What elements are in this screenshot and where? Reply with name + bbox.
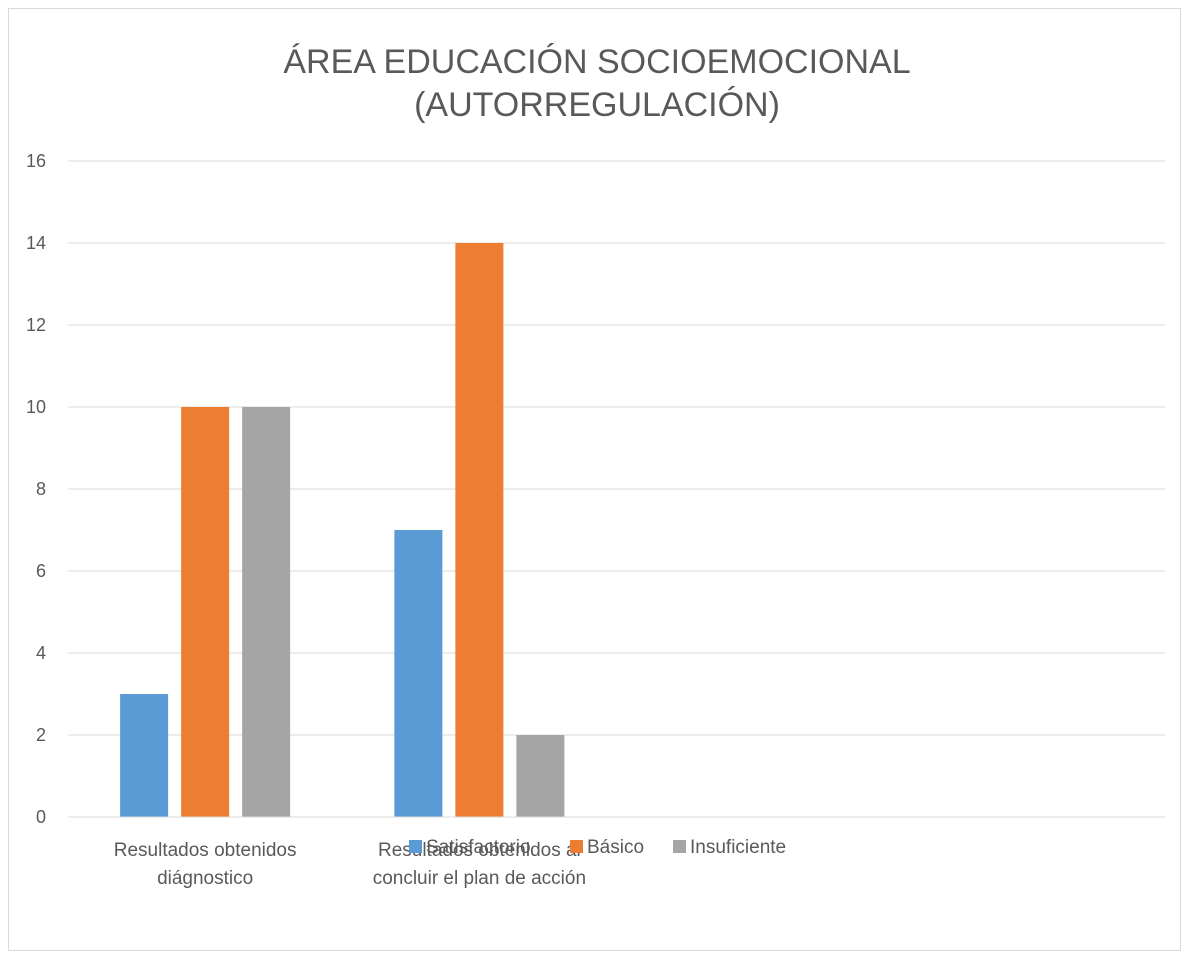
category-label: diágnostico bbox=[157, 868, 253, 889]
y-tick-label: 16 bbox=[26, 151, 46, 171]
y-tick-label: 6 bbox=[36, 561, 46, 581]
chart-title-line-1: ÁREA EDUCACIÓN SOCIOEMOCIONAL bbox=[283, 43, 910, 81]
legend-swatch-insuficiente bbox=[673, 840, 686, 853]
chart-title-line-2: (AUTORREGULACIÓN) bbox=[414, 86, 780, 124]
bar-insuficiente bbox=[242, 407, 291, 817]
legend-label: Satisfactorio bbox=[426, 837, 531, 858]
bar-básico bbox=[455, 243, 504, 817]
bars bbox=[120, 243, 565, 817]
y-tick-label: 10 bbox=[26, 397, 46, 417]
bar-satisfactorio bbox=[120, 694, 169, 817]
y-axis-ticks: 0 2 4 6 8 10 12 14 16 bbox=[26, 151, 46, 827]
legend: Satisfactorio Básico Insuficiente bbox=[409, 837, 786, 858]
category-label: Resultados obtenidos bbox=[114, 840, 297, 861]
category-label: concluir el plan de acción bbox=[373, 868, 586, 889]
bar-satisfactorio bbox=[394, 530, 443, 817]
y-tick-label: 12 bbox=[26, 315, 46, 335]
legend-label: Insuficiente bbox=[690, 837, 786, 858]
gridlines bbox=[68, 160, 1165, 736]
legend-swatch-básico bbox=[570, 840, 583, 853]
bar-insuficiente bbox=[516, 735, 565, 817]
category-labels: Resultados obtenidos diágnostico Resultado… bbox=[114, 840, 586, 889]
bar-básico bbox=[181, 407, 230, 817]
category-label: Resultados obtenidos al bbox=[378, 840, 581, 861]
y-tick-label: 0 bbox=[36, 807, 46, 827]
y-tick-label: 14 bbox=[26, 233, 46, 253]
y-tick-label: 8 bbox=[36, 479, 46, 499]
legend-swatch-satisfactorio bbox=[409, 840, 422, 853]
y-tick-label: 2 bbox=[36, 725, 46, 745]
y-tick-label: 4 bbox=[36, 643, 46, 663]
legend-label: Básico bbox=[587, 837, 644, 858]
